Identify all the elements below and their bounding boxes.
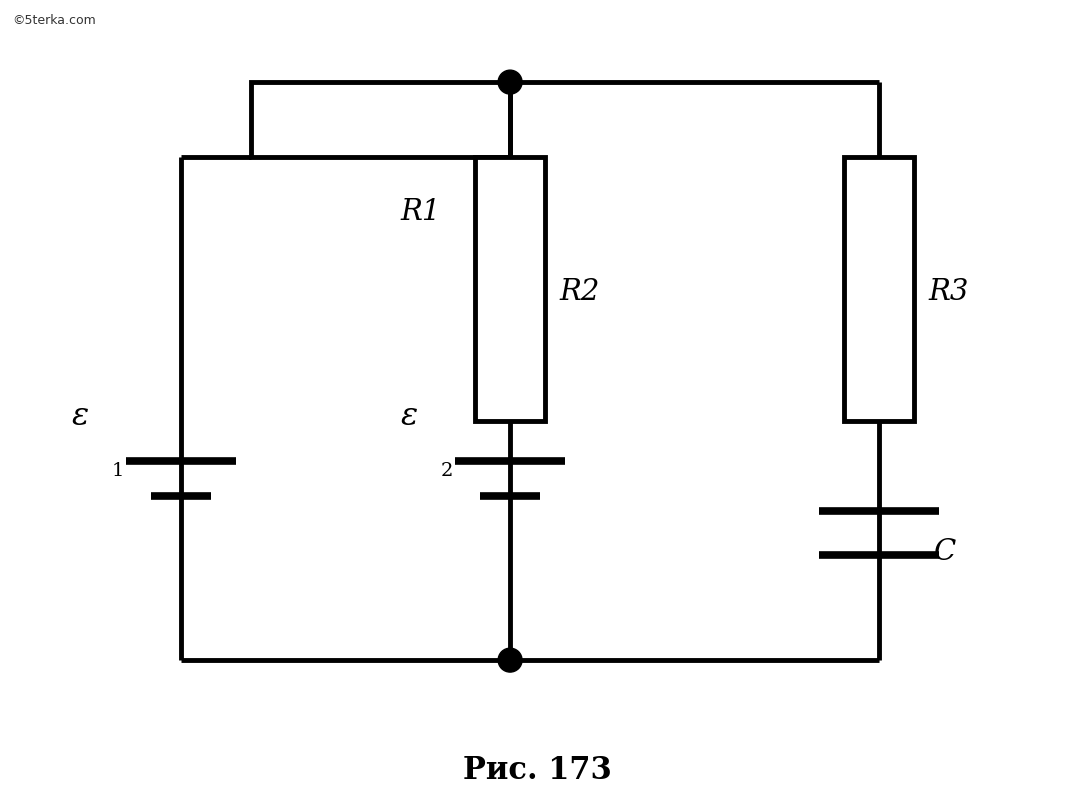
Text: C: C	[933, 537, 956, 564]
Text: 1: 1	[112, 461, 124, 479]
Text: ε: ε	[72, 401, 89, 431]
Text: R1: R1	[401, 197, 440, 225]
Text: R2: R2	[560, 278, 600, 306]
Bar	[844, 157, 914, 422]
Bar	[251, 83, 510, 157]
Text: R3: R3	[929, 278, 969, 306]
Text: ε: ε	[401, 401, 418, 431]
Text: 2: 2	[440, 461, 453, 479]
Circle shape	[498, 648, 522, 672]
Bar	[475, 157, 545, 422]
Circle shape	[498, 71, 522, 95]
Text: Рис. 173: Рис. 173	[463, 754, 611, 785]
Text: ©5terka.com: ©5terka.com	[13, 14, 97, 27]
